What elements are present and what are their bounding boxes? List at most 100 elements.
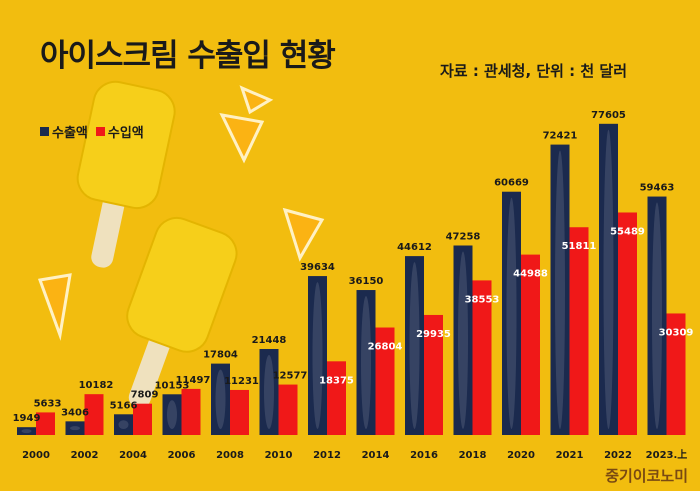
bar-export-highlight-8 (409, 262, 420, 429)
value-label-export-11: 72421 (543, 131, 578, 142)
bar-import-11 (569, 227, 589, 435)
bar-export-2 (114, 414, 133, 435)
bar-import-2 (133, 403, 152, 435)
bar-export-highlight-11 (555, 150, 565, 429)
value-label-export-1: 3406 (61, 407, 89, 418)
x-tick-label-11: 2021 (556, 450, 584, 461)
bar-export-11 (550, 144, 570, 435)
bar-export-highlight-7 (361, 296, 371, 429)
bar-import-1 (84, 394, 104, 435)
value-label-export-5: 21448 (252, 335, 287, 346)
value-label-import-13: 30309 (659, 327, 694, 338)
value-label-export-2: 5166 (110, 400, 138, 411)
bar-export-13 (647, 196, 667, 435)
bar-import-6 (327, 361, 346, 435)
value-label-import-6: 18375 (319, 375, 354, 386)
bar-export-highlight-10 (506, 197, 517, 429)
value-label-export-10: 60669 (494, 178, 529, 189)
x-tick-label-9: 2018 (459, 450, 487, 461)
bar-export-highlight-5 (264, 354, 274, 429)
value-label-import-8: 29935 (416, 329, 451, 340)
x-tick-label-13: 2023.上 (646, 448, 688, 461)
x-tick-label-7: 2014 (362, 450, 390, 461)
bar-export-4 (211, 363, 230, 435)
x-tick-label-12: 2022 (604, 450, 632, 461)
bar-export-highlight-9 (458, 251, 468, 429)
bar-export-12 (599, 123, 618, 435)
bar-export-6 (308, 276, 327, 435)
bar-export-0 (17, 427, 36, 435)
bar-export-highlight-13 (652, 202, 662, 429)
bar-export-10 (502, 191, 521, 435)
value-label-export-6: 39634 (300, 262, 335, 273)
bar-import-12 (618, 212, 637, 435)
page-title: 아이스크림 수출입 현황 (40, 38, 336, 74)
bar-export-3 (162, 394, 182, 435)
value-label-import-1: 10182 (79, 380, 114, 391)
bar-export-highlight-2 (118, 420, 129, 430)
x-tick-label-1: 2002 (71, 450, 99, 461)
bar-export-9 (453, 245, 473, 435)
value-label-export-13: 59463 (640, 183, 675, 194)
legend: 수출액 수입액 (40, 122, 152, 141)
bar-import-8 (424, 314, 443, 435)
value-label-export-0: 1949 (13, 413, 41, 424)
x-tick-label-0: 2000 (22, 450, 50, 461)
value-label-export-12: 77605 (591, 110, 626, 121)
popsicle-illustration (76, 80, 238, 409)
bar-export-highlight-6 (312, 282, 323, 430)
bar-import-9 (472, 280, 492, 435)
bars-layer (17, 123, 686, 435)
watermark-logo: 중기이코노미 (605, 467, 688, 485)
value-label-import-2: 7809 (131, 390, 159, 401)
bar-export-8 (405, 256, 424, 435)
legend-swatch-import (95, 127, 105, 136)
bar-import-10 (521, 254, 540, 435)
value-label-import-5: 12577 (273, 371, 308, 382)
legend-item-export: 수출액 (40, 122, 88, 141)
legend-swatch-export (40, 127, 49, 136)
x-tick-label-6: 2012 (313, 450, 341, 461)
value-label-import-12: 55489 (610, 226, 645, 237)
x-tick-label-5: 2010 (265, 450, 293, 461)
legend-label-export: 수출액 (52, 126, 88, 141)
x-tick-label-2: 2004 (119, 450, 147, 461)
value-label-export-7: 36150 (349, 276, 384, 287)
x-tick-label-4: 2008 (216, 450, 244, 461)
bar-export-highlight-3 (167, 400, 177, 430)
x-tick-label-3: 2006 (168, 450, 196, 461)
x-tick-label-10: 2020 (507, 450, 535, 461)
bar-import-3 (181, 388, 201, 435)
value-label-import-0: 5633 (34, 398, 62, 409)
bar-export-highlight-4 (215, 369, 226, 429)
bar-export-highlight-12 (603, 129, 614, 429)
value-label-export-3: 10153 (155, 380, 190, 391)
value-label-import-3: 11497 (176, 375, 211, 386)
legend-item-import: 수입액 (95, 122, 144, 141)
bar-import-0 (36, 412, 55, 435)
value-label-import-11: 51811 (562, 241, 597, 252)
bar-export-7 (356, 290, 376, 435)
bar-export-5 (259, 348, 279, 435)
bar-export-highlight-0 (21, 429, 32, 434)
bar-export-1 (65, 421, 85, 435)
value-label-import-9: 38553 (465, 294, 500, 305)
legend-label-import: 수입액 (107, 126, 144, 141)
x-tick-label-8: 2016 (410, 450, 438, 461)
bar-export-highlight-1 (70, 426, 80, 431)
orange-slices (37, 85, 325, 341)
bar-import-4 (230, 389, 249, 435)
source-note: 자료 : 관세청, 단위 : 천 달러 (440, 62, 628, 80)
value-label-export-8: 44612 (397, 242, 432, 253)
bar-import-13 (666, 313, 686, 435)
value-label-import-7: 26804 (368, 342, 403, 353)
value-label-export-4: 17804 (203, 350, 238, 361)
value-label-import-10: 44988 (513, 269, 548, 280)
value-label-export-9: 47258 (446, 231, 481, 242)
x-axis-ticks: 2000 2002 2004 2006 2008 2010 2012 2014 2016 2018… (22, 448, 687, 461)
bar-import-5 (278, 384, 298, 435)
value-label-import-4: 11231 (224, 376, 259, 387)
